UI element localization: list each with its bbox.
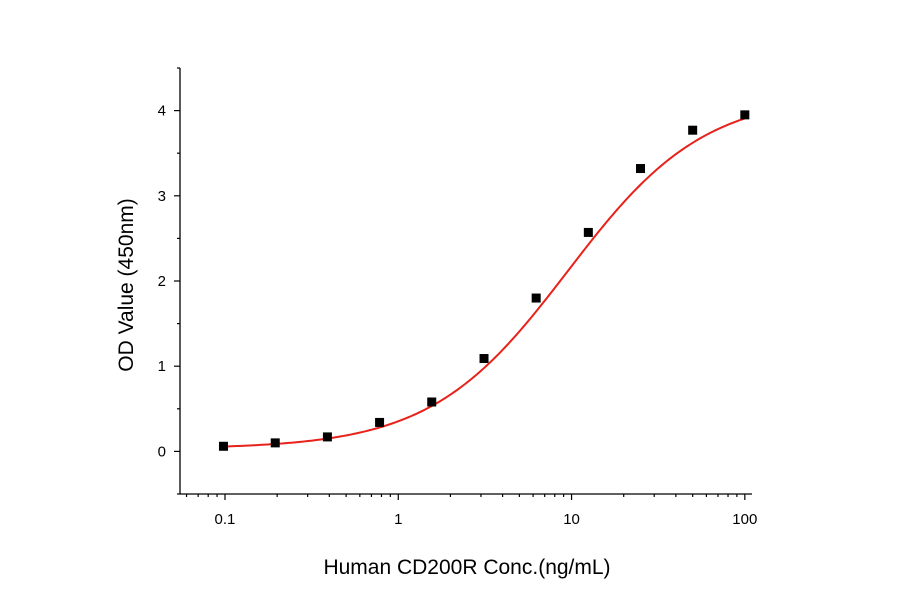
- data-point: [322, 432, 332, 442]
- y-axis: 0 1 2 3 4: [158, 67, 181, 495]
- x-axis: 0.1 1 10 100: [180, 493, 757, 528]
- y-tick-label: 3: [158, 188, 166, 205]
- data-point: [270, 438, 280, 448]
- y-tick-label: 2: [158, 273, 166, 290]
- y-tick-label: 4: [158, 103, 166, 120]
- data-point: [218, 441, 228, 451]
- x-tick-label: 100: [732, 511, 757, 528]
- data-point: [740, 110, 750, 120]
- data-point: [375, 417, 385, 427]
- x-axis-title: Human CD200R Conc.(ng/mL): [323, 556, 610, 579]
- data-point: [583, 227, 593, 237]
- data-points: [218, 110, 750, 451]
- data-point: [479, 354, 489, 364]
- y-tick-label: 0: [158, 443, 166, 460]
- x-tick-label: 10: [563, 511, 580, 528]
- data-point: [531, 293, 541, 303]
- data-point: [688, 125, 698, 135]
- x-tick-label: 1: [394, 511, 402, 528]
- y-axis-title: OD Value (450nm): [115, 198, 138, 372]
- fit-curve: [223, 117, 746, 448]
- data-point: [636, 164, 646, 174]
- y-tick-label: 1: [158, 358, 166, 375]
- x-tick-label: 0.1: [215, 511, 236, 528]
- data-point: [427, 397, 437, 407]
